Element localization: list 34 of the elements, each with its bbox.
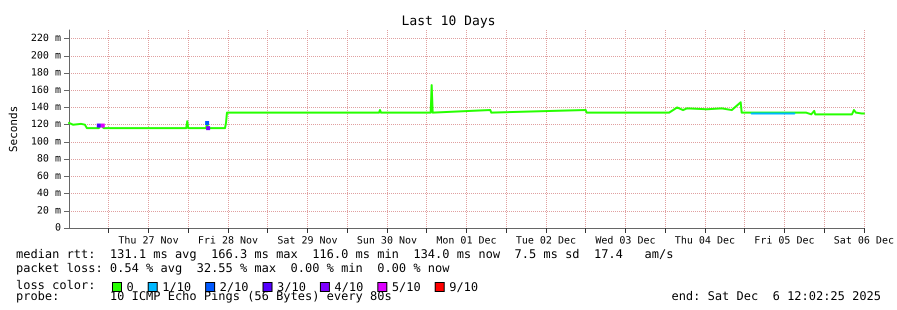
line-series xyxy=(68,84,865,130)
y-tick-label: 160 m xyxy=(30,84,61,96)
y-tick-label: 20 m xyxy=(36,205,61,216)
y-tick-label: 140 m xyxy=(30,102,61,113)
y-tick-label: 120 m xyxy=(30,119,61,130)
x-tick-label: Fri 05 Dec xyxy=(754,236,815,246)
y-tick-label: 220 m xyxy=(30,33,61,44)
y-tick-label: 100 m xyxy=(30,136,61,148)
y-tick-label: 180 m xyxy=(30,68,61,79)
legend-title: loss color: xyxy=(16,278,96,292)
x-tick-label: Fri 28 Nov xyxy=(198,236,258,246)
legend-label: 1/10 xyxy=(162,280,192,294)
legend-label: 0 xyxy=(126,280,134,294)
y-tick-label: 60 m xyxy=(36,170,61,182)
y-axis-title: Seconds xyxy=(7,106,20,152)
y-tick-label: 80 m xyxy=(36,154,61,165)
x-tick-label: Thu 04 Dec xyxy=(674,236,736,246)
y-tick-label: 0 xyxy=(54,222,61,234)
y-tick-label: 40 m xyxy=(36,188,61,200)
legend-label: 9/10 xyxy=(449,280,478,294)
x-tick-label: Thu 27 Nov xyxy=(118,236,179,246)
y-tick-label: 200 m xyxy=(30,50,61,62)
x-tick-label: Mon 01 Dec xyxy=(436,236,497,246)
x-tick-label: Sat 29 Nov xyxy=(277,236,338,246)
text: end: Sat Dec 6 12:02:25 2025 xyxy=(671,289,881,303)
x-tick-label: Tue 02 Dec xyxy=(516,236,576,246)
legend-label: 2/10 xyxy=(220,280,249,294)
legend-label: 5/10 xyxy=(392,280,421,294)
text: packet loss: 0.54 % avg 32.55 % max 0.00 % min 0.00 % now xyxy=(16,261,450,275)
chart-title: Last 10 Days xyxy=(402,14,496,29)
x-tick-label: Sat 06 Dec xyxy=(834,236,894,246)
x-tick-label: Wed 03 Dec xyxy=(595,236,656,246)
x-tick-label: Sun 30 Nov xyxy=(356,236,418,246)
text: median rtt: 131.1 ms avg 166.3 ms max 116.0 ms min 134.0 ms now 7.5 ms sd 17.4 am/s xyxy=(16,247,674,261)
